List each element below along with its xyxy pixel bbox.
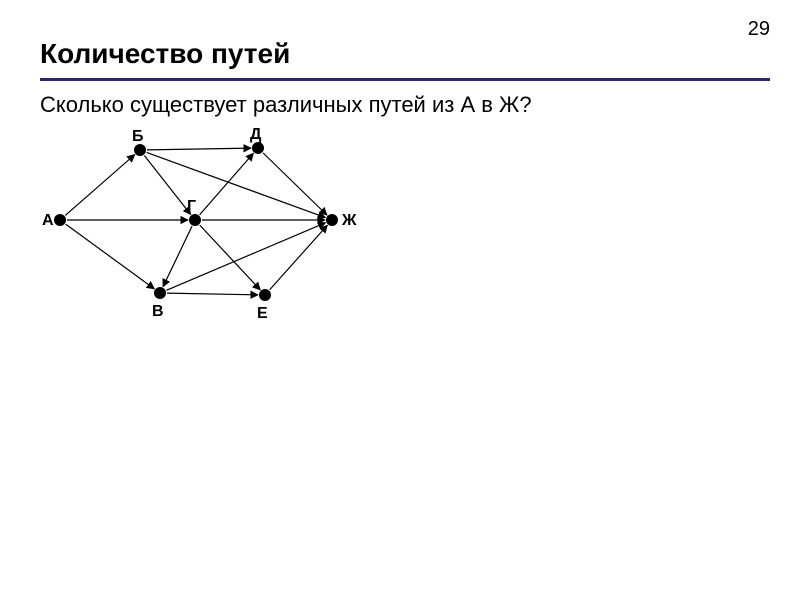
- edge: [147, 152, 326, 217]
- node-label-ZH: Ж: [342, 212, 356, 230]
- title-rule: [40, 78, 770, 81]
- node-label-G: Г: [187, 198, 196, 216]
- edge: [200, 225, 260, 290]
- graph-container: АБВГДЕЖ: [40, 130, 400, 330]
- page-title: Количество путей: [40, 38, 290, 70]
- node-label-E: Е: [257, 305, 268, 323]
- edge: [147, 148, 251, 150]
- node-E: [259, 289, 271, 301]
- node-ZH: [326, 214, 338, 226]
- node-label-A: А: [42, 212, 54, 230]
- node-label-D: Д: [250, 126, 261, 144]
- subtitle: Сколько существует различных путей из А …: [40, 92, 532, 118]
- edge: [200, 153, 254, 214]
- edge: [66, 224, 155, 289]
- edge: [263, 153, 327, 215]
- graph-edges: [40, 130, 400, 330]
- edge: [166, 223, 325, 291]
- edge: [163, 226, 192, 286]
- edge: [167, 293, 258, 295]
- edge: [65, 155, 134, 216]
- node-A: [54, 214, 66, 226]
- node-label-B: Б: [132, 128, 144, 146]
- node-V: [154, 287, 166, 299]
- page-number: 29: [748, 18, 770, 41]
- node-label-V: В: [152, 303, 164, 321]
- edge: [270, 225, 328, 290]
- edge: [144, 156, 190, 215]
